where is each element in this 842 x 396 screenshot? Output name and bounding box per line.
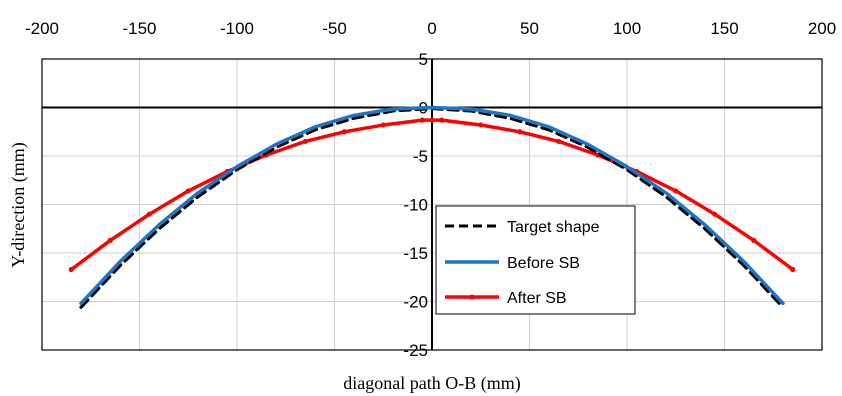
y-tick-label: -10	[403, 196, 428, 215]
data-point-after-sb	[380, 122, 386, 128]
data-point-after-sb	[712, 211, 718, 217]
y-tick-labels: 50-5-10-15-20-25	[403, 50, 428, 360]
x-tick-label: -200	[25, 19, 59, 38]
x-tick-label: -100	[220, 19, 254, 38]
data-point-after-sb	[556, 138, 562, 145]
data-point-after-sb	[68, 266, 74, 273]
x-tick-label: 200	[808, 19, 836, 38]
data-point-after-sb	[146, 211, 152, 217]
legend-entry-after-sb: After SB	[445, 290, 567, 307]
x-tick-label: 100	[613, 19, 641, 38]
data-point-after-sb	[302, 138, 308, 145]
data-point-after-sb	[673, 188, 679, 194]
x-axis-title: diagonal path O-B (mm)	[343, 373, 520, 394]
series-line-before-sb	[79, 105, 785, 306]
series-layer	[68, 105, 796, 309]
data-point-after-sb	[790, 266, 796, 273]
x-tick-label: -150	[122, 19, 156, 38]
legend-label-target-shape: Target shape	[507, 219, 600, 236]
legend-entry-before-sb: Before SB	[445, 255, 580, 272]
x-tick-label: 0	[427, 19, 436, 38]
y-tick-label: 5	[419, 50, 428, 69]
y-tick-label: -5	[413, 147, 428, 166]
data-point-after-sb	[751, 237, 757, 243]
legend: Target shape Before SB After SB	[435, 205, 636, 315]
legend-marker-after-sb	[469, 294, 475, 300]
legend-label-after-sb: After SB	[507, 290, 567, 307]
data-point-after-sb	[429, 117, 435, 123]
y-tick-label: -20	[403, 293, 428, 312]
data-point-after-sb	[341, 129, 347, 135]
x-tick-label: 50	[520, 19, 539, 38]
data-point-after-sb	[517, 129, 523, 135]
y-tick-label: -15	[403, 244, 428, 263]
x-tick-label: 150	[710, 19, 738, 38]
data-point-after-sb	[478, 122, 484, 128]
legend-entry-target-shape: Target shape	[445, 219, 600, 236]
x-tick-labels: -200 -150 -100 -50 0 50 100 150 200	[25, 19, 836, 38]
x-tick-label: -50	[322, 19, 347, 38]
data-point-after-sb	[185, 188, 191, 194]
data-point-after-sb	[419, 117, 425, 123]
y-tick-label: -25	[403, 341, 428, 360]
legend-label-before-sb: Before SB	[507, 255, 580, 272]
y-axis-title: Y-direction (mm)	[8, 142, 29, 267]
data-point-after-sb	[439, 117, 445, 123]
data-point-after-sb	[107, 237, 113, 243]
